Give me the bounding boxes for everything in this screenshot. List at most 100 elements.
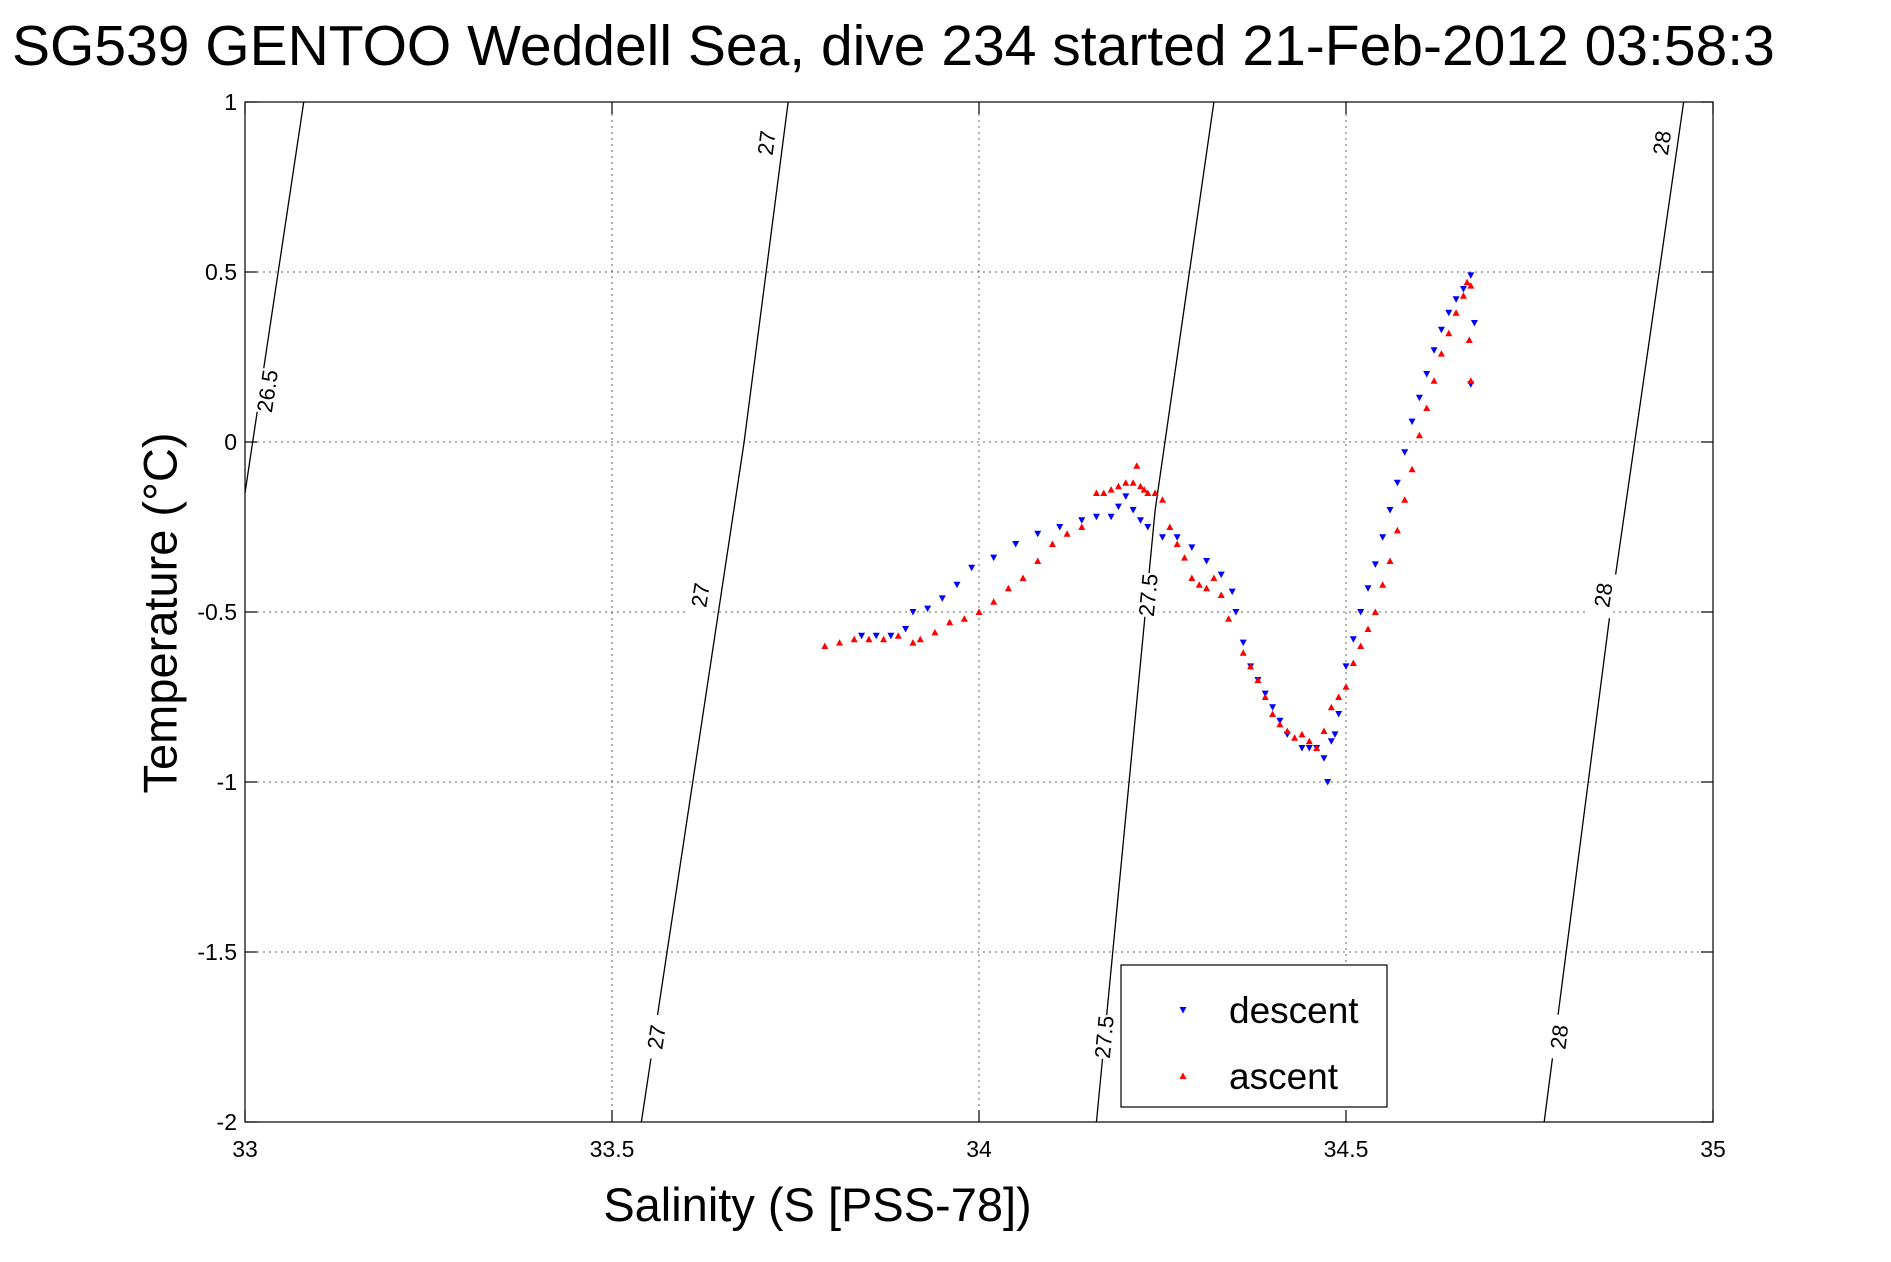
x-tick-label: 34.5 bbox=[1324, 1136, 1369, 1162]
descent-point bbox=[1364, 585, 1372, 592]
descent-point bbox=[1107, 513, 1115, 521]
ascent-point bbox=[1048, 540, 1056, 547]
ascent-point bbox=[909, 639, 917, 646]
ascent-point bbox=[1276, 720, 1284, 728]
ascent-point bbox=[1210, 574, 1218, 581]
descent-point bbox=[990, 554, 998, 562]
ascent-point bbox=[880, 635, 888, 643]
ascent-point bbox=[1291, 734, 1299, 741]
ascent-point bbox=[916, 635, 924, 643]
legend-label-descent: descent bbox=[1229, 990, 1359, 1031]
descent-point bbox=[902, 626, 910, 633]
y-tick-label: -1.5 bbox=[197, 939, 237, 965]
descent-point bbox=[1415, 394, 1423, 402]
contour-label-bg bbox=[640, 1013, 672, 1061]
y-tick-label: -0.5 bbox=[197, 599, 237, 625]
x-tick-label: 35 bbox=[1700, 1136, 1726, 1162]
x-tick-label: 33.5 bbox=[590, 1136, 635, 1162]
legend: descent ascent bbox=[1120, 964, 1388, 1108]
descent-point bbox=[1437, 326, 1445, 334]
ascent-point bbox=[960, 615, 968, 622]
descent-point bbox=[1320, 755, 1328, 762]
ascent-point bbox=[1166, 523, 1174, 530]
descent-point bbox=[1331, 731, 1339, 738]
descent-point bbox=[1269, 704, 1277, 711]
descent-point bbox=[1401, 449, 1409, 456]
ascent-point bbox=[1019, 574, 1027, 581]
descent-point bbox=[909, 609, 917, 616]
ascent-point bbox=[1203, 584, 1211, 592]
density-contour-label: 27.5 bbox=[1090, 1015, 1119, 1060]
descent-point bbox=[1173, 534, 1181, 541]
density-contour-label: 27.5 bbox=[1134, 573, 1163, 618]
ascent-point bbox=[1034, 557, 1042, 564]
descent-point bbox=[1452, 296, 1460, 303]
ascent-point bbox=[1437, 350, 1445, 357]
density-contour-label: 26.5 bbox=[252, 368, 283, 414]
ascent-point bbox=[1401, 496, 1409, 503]
ascent-point bbox=[1445, 329, 1453, 337]
ascent-point bbox=[1217, 591, 1225, 598]
ascent-point bbox=[1078, 523, 1086, 530]
descent-point bbox=[1470, 320, 1478, 327]
ascent-point bbox=[1004, 584, 1012, 592]
density-contour-line bbox=[245, 102, 305, 494]
ascent-point bbox=[931, 628, 939, 636]
ascent-point bbox=[1144, 489, 1152, 496]
descent-point bbox=[1239, 639, 1247, 647]
ascent-point bbox=[1122, 479, 1130, 486]
legend-label-ascent: ascent bbox=[1229, 1056, 1339, 1097]
descent-point bbox=[1203, 558, 1211, 565]
ascent-point bbox=[1342, 683, 1350, 690]
ascent-point bbox=[1357, 642, 1365, 649]
ascent-point bbox=[1371, 608, 1379, 615]
descent-point bbox=[1357, 609, 1365, 616]
contour-label-bg bbox=[1646, 119, 1677, 167]
descent-point bbox=[1459, 286, 1467, 293]
ascent-point bbox=[1463, 278, 1471, 286]
descent-point bbox=[1386, 507, 1394, 514]
ascent-point bbox=[1247, 662, 1255, 670]
ascent-point bbox=[1467, 282, 1475, 289]
ascent-point bbox=[1151, 489, 1159, 496]
descent-point bbox=[858, 632, 866, 640]
ascent-point bbox=[1364, 625, 1372, 632]
ascent-point bbox=[850, 635, 858, 643]
ascent-point bbox=[1313, 744, 1321, 751]
descent-point bbox=[1393, 479, 1401, 487]
descent-point bbox=[924, 605, 932, 613]
descent-point bbox=[1467, 272, 1475, 279]
y-tick-label: -1 bbox=[217, 769, 237, 795]
ascent-point bbox=[894, 632, 902, 639]
descent-point bbox=[1129, 507, 1137, 514]
ascent-point bbox=[1335, 693, 1343, 700]
descent-point bbox=[1056, 524, 1064, 531]
descent-point bbox=[1144, 524, 1152, 531]
descent-point bbox=[968, 564, 976, 572]
x-axis-label: Salinity (S [PSS-78]) bbox=[0, 1177, 1891, 1232]
ascent-point bbox=[1415, 431, 1423, 439]
ascent-point bbox=[1423, 404, 1431, 411]
descent-point bbox=[1188, 544, 1196, 551]
descent-point bbox=[1092, 513, 1100, 521]
ascent-point bbox=[1133, 462, 1141, 469]
descent-point bbox=[1430, 347, 1438, 354]
ascent-point bbox=[1452, 309, 1460, 316]
ascent-point bbox=[1393, 526, 1401, 534]
descent-point bbox=[1217, 571, 1225, 579]
ascent-point bbox=[1129, 479, 1137, 486]
y-tick-label: -2 bbox=[217, 1109, 237, 1135]
descent-point bbox=[1349, 636, 1357, 643]
density-contour-label: 28 bbox=[1545, 1023, 1573, 1050]
descent-point bbox=[1232, 609, 1240, 616]
ascent-point bbox=[946, 618, 954, 626]
y-tick-label: 1 bbox=[224, 89, 237, 115]
ascent-point bbox=[1100, 489, 1108, 496]
density-contour-label: 27 bbox=[753, 129, 781, 156]
density-contour-line bbox=[1095, 102, 1215, 1122]
descent-point bbox=[872, 632, 880, 640]
ascent-point bbox=[1459, 292, 1467, 299]
ascent-point bbox=[1181, 554, 1189, 561]
ascent-point bbox=[1261, 693, 1269, 700]
